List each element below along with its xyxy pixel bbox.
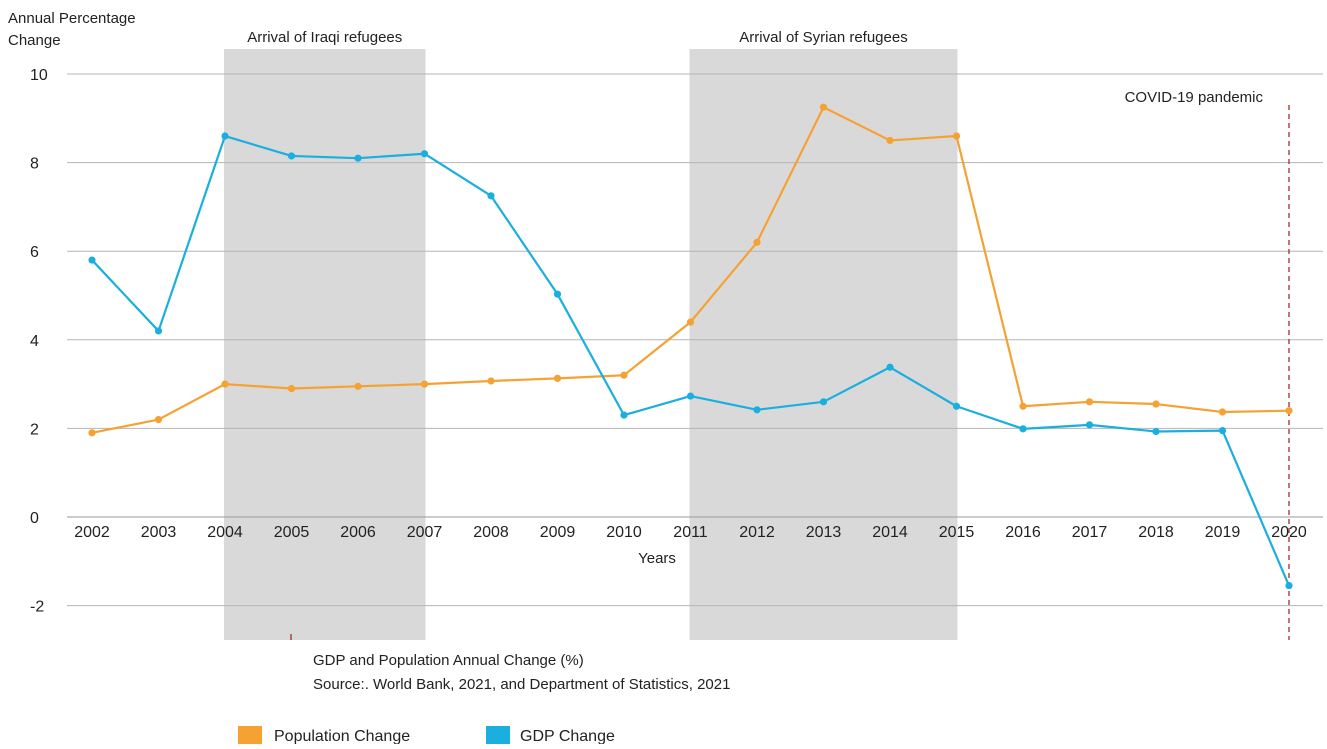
event-markers: COVID-19 pandemic <box>290 89 1290 640</box>
legend-label-population: Population Change <box>274 728 410 744</box>
data-point <box>620 411 628 419</box>
data-point <box>753 238 761 246</box>
y-axis-title-line-1: Annual Percentage <box>8 10 136 27</box>
data-point <box>420 380 429 388</box>
data-point <box>1218 427 1227 435</box>
data-point <box>487 192 495 200</box>
data-point <box>1285 407 1293 415</box>
x-tick-label: 2014 <box>872 524 908 541</box>
legend: Population Change GDP Change <box>238 726 615 745</box>
x-tick-label: 2012 <box>739 524 775 541</box>
x-tick-label: 2006 <box>340 524 376 541</box>
data-point <box>819 398 828 406</box>
data-point <box>1152 400 1160 408</box>
x-tick-label: 2003 <box>141 524 177 541</box>
data-point <box>221 132 229 140</box>
x-tick-label: 2013 <box>806 524 842 541</box>
legend-label-gdp: GDP Change <box>520 728 615 744</box>
data-point <box>88 256 96 264</box>
data-point <box>952 132 961 140</box>
shaded-band-1 <box>689 49 958 640</box>
x-axis-title: Years <box>638 550 676 567</box>
data-point <box>287 152 296 160</box>
data-point <box>1019 425 1027 433</box>
y-tick-label: 2 <box>30 421 39 438</box>
data-point <box>553 290 562 298</box>
y-tick-label: 6 <box>30 244 39 261</box>
x-tick-label: 2017 <box>1072 524 1108 541</box>
shaded-band-label-0: Arrival of Iraqi refugees <box>247 29 402 46</box>
data-point <box>686 392 695 400</box>
data-point <box>487 377 495 385</box>
shaded-band-label-1: Arrival of Syrian refugees <box>739 29 907 46</box>
x-tick-label: 2019 <box>1205 524 1241 541</box>
shaded-band-0 <box>224 49 426 640</box>
gridlines <box>67 73 1323 607</box>
data-point <box>819 103 828 111</box>
chart-source: Source:. World Bank, 2021, and Departmen… <box>313 676 730 693</box>
x-tick-label: 2015 <box>939 524 975 541</box>
x-tick-label: 2002 <box>74 524 110 541</box>
data-point <box>88 429 96 437</box>
x-tick-label: 2010 <box>606 524 642 541</box>
data-point <box>886 136 894 145</box>
shaded-bands: Arrival of Iraqi refugees Arrival of Syri… <box>224 29 958 640</box>
y-tick-label: 10 <box>30 67 48 84</box>
x-tick-label: 2011 <box>673 524 708 541</box>
data-point <box>1019 402 1027 410</box>
data-point <box>620 371 628 379</box>
data-point <box>553 374 562 382</box>
data-point <box>1218 408 1227 416</box>
data-point <box>154 415 163 424</box>
x-tick-label: 2016 <box>1005 524 1041 541</box>
x-tick-label: 2020 <box>1271 524 1307 541</box>
y-tick-label: 4 <box>30 333 39 350</box>
x-tick-label: 2009 <box>540 524 576 541</box>
data-point <box>354 382 362 390</box>
legend-swatch-gdp <box>486 726 510 744</box>
data-point <box>886 363 894 371</box>
data-point <box>1085 398 1094 406</box>
event-marker-label-0: COVID-19 pandemic <box>1125 89 1264 106</box>
x-tick-label: 2005 <box>274 524 310 541</box>
data-point <box>952 402 961 410</box>
data-point <box>1152 427 1160 436</box>
data-point <box>287 384 296 393</box>
legend-swatch-population <box>238 726 262 744</box>
data-point <box>1285 582 1293 590</box>
y-tick-label: -2 <box>30 599 44 616</box>
y-axis-title-line-2: Change <box>8 32 61 49</box>
x-tick-labels: 2002 2003 2004 2005 2006 2007 2008 2009 2010 2011… <box>74 524 1307 541</box>
data-point <box>221 380 229 388</box>
data-point <box>354 154 362 162</box>
x-tick-label: 2007 <box>407 524 443 541</box>
data-point <box>753 406 761 414</box>
x-tick-label: 2008 <box>473 524 509 541</box>
data-series <box>88 103 1293 590</box>
data-point <box>1085 421 1094 429</box>
data-point <box>420 150 429 158</box>
y-tick-label: 0 <box>30 510 39 527</box>
x-tick-label: 2018 <box>1138 524 1174 541</box>
x-tick-label: 2004 <box>207 524 243 541</box>
data-point <box>154 327 163 335</box>
y-tick-labels: -2 0 2 4 6 8 10 <box>30 67 48 616</box>
chart-caption: GDP and Population Annual Change (%) <box>313 652 584 669</box>
y-tick-label: 8 <box>30 156 39 173</box>
data-point <box>686 318 695 326</box>
